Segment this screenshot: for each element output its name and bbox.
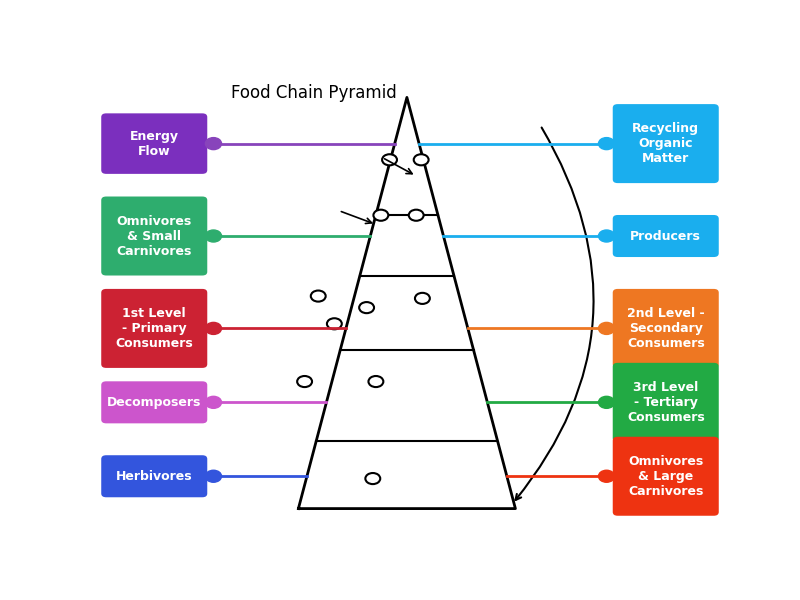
Circle shape bbox=[369, 376, 383, 387]
FancyBboxPatch shape bbox=[613, 437, 718, 516]
Text: Recycling
Organic
Matter: Recycling Organic Matter bbox=[632, 122, 699, 165]
Circle shape bbox=[598, 230, 614, 242]
Polygon shape bbox=[298, 97, 515, 509]
Text: Energy
Flow: Energy Flow bbox=[130, 130, 178, 158]
Text: Producers: Producers bbox=[630, 230, 701, 242]
Text: Food Chain Pyramid: Food Chain Pyramid bbox=[231, 84, 397, 102]
Circle shape bbox=[409, 209, 424, 221]
FancyBboxPatch shape bbox=[613, 215, 718, 257]
FancyBboxPatch shape bbox=[102, 197, 207, 275]
FancyBboxPatch shape bbox=[613, 363, 718, 442]
FancyBboxPatch shape bbox=[102, 382, 207, 424]
Text: 1st Level
- Primary
Consumers: 1st Level - Primary Consumers bbox=[115, 307, 193, 350]
FancyBboxPatch shape bbox=[102, 113, 207, 174]
Text: 3rd Level
- Tertiary
Consumers: 3rd Level - Tertiary Consumers bbox=[627, 381, 705, 424]
Circle shape bbox=[206, 397, 222, 409]
FancyBboxPatch shape bbox=[102, 289, 207, 368]
Circle shape bbox=[414, 154, 429, 166]
Circle shape bbox=[310, 290, 326, 302]
Circle shape bbox=[359, 302, 374, 313]
Circle shape bbox=[297, 376, 312, 387]
Text: Decomposers: Decomposers bbox=[107, 396, 202, 409]
Text: Omnivores
& Large
Carnivores: Omnivores & Large Carnivores bbox=[628, 455, 703, 498]
Circle shape bbox=[382, 154, 397, 166]
FancyBboxPatch shape bbox=[613, 289, 718, 368]
Circle shape bbox=[598, 322, 614, 334]
Text: Omnivores
& Small
Carnivores: Omnivores & Small Carnivores bbox=[117, 215, 192, 257]
FancyBboxPatch shape bbox=[102, 455, 207, 497]
Circle shape bbox=[206, 230, 222, 242]
Circle shape bbox=[598, 137, 614, 149]
FancyBboxPatch shape bbox=[613, 104, 718, 183]
Circle shape bbox=[206, 470, 222, 482]
Circle shape bbox=[206, 137, 222, 149]
Circle shape bbox=[374, 209, 388, 221]
Circle shape bbox=[327, 318, 342, 329]
Circle shape bbox=[366, 473, 380, 484]
Text: 2nd Level -
Secondary
Consumers: 2nd Level - Secondary Consumers bbox=[627, 307, 705, 350]
Circle shape bbox=[206, 322, 222, 334]
Circle shape bbox=[598, 397, 614, 409]
Circle shape bbox=[415, 293, 430, 304]
Circle shape bbox=[598, 470, 614, 482]
Text: Herbivores: Herbivores bbox=[116, 470, 193, 483]
